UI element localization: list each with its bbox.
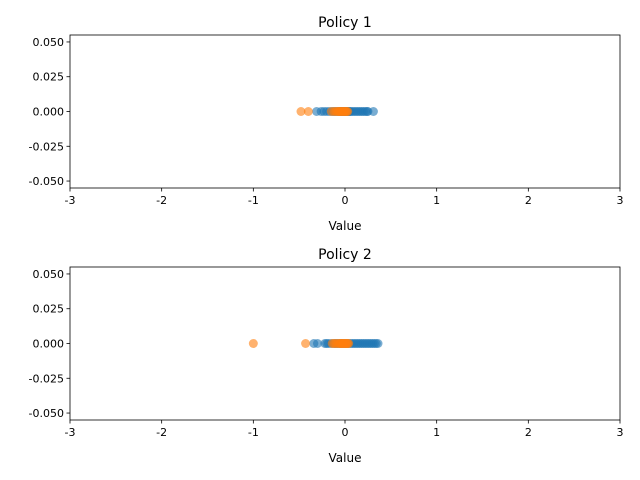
data-point xyxy=(301,339,311,348)
subplot-title: Policy 2 xyxy=(318,247,372,263)
x-tick-label: -1 xyxy=(248,194,259,207)
axes-frame xyxy=(69,34,621,189)
x-tick-label: 0 xyxy=(342,194,349,207)
axes-frame xyxy=(69,266,621,421)
x-tick-label: -2 xyxy=(156,194,167,207)
y-tick-label: 0.025 xyxy=(33,303,65,316)
y-tick-label: 0.000 xyxy=(33,106,65,119)
x-tick-label: 2 xyxy=(525,426,532,439)
data-point xyxy=(313,339,322,348)
y-tick-label: -0.050 xyxy=(29,407,64,420)
x-tick-label: 0 xyxy=(342,426,349,439)
x-tick-label: -3 xyxy=(65,426,76,439)
data-point xyxy=(303,107,313,116)
plot-area xyxy=(296,107,378,116)
data-point xyxy=(296,107,306,116)
data-point xyxy=(344,339,354,348)
y-tick-label: -0.025 xyxy=(29,372,64,385)
y-tick-label: -0.050 xyxy=(29,175,64,188)
x-tick-label: -1 xyxy=(248,426,259,439)
x-tick-label: -2 xyxy=(156,426,167,439)
subplot-title: Policy 1 xyxy=(318,15,372,31)
x-tick-label: 3 xyxy=(617,194,624,207)
data-point xyxy=(248,339,258,348)
data-point xyxy=(343,107,353,116)
x-tick-label: 1 xyxy=(433,426,440,439)
y-tick-label: -0.025 xyxy=(29,140,64,153)
x-tick-label: 3 xyxy=(617,426,624,439)
y-tick-label: 0.025 xyxy=(33,71,65,84)
y-axis: 0.050 0.025 0.000 -0.025 -0.050 xyxy=(29,36,70,188)
x-axis-label: Value xyxy=(329,219,362,233)
y-tick-label: 0.050 xyxy=(33,36,65,49)
data-point xyxy=(373,339,383,348)
x-axis: -3 -2 -1 0 1 2 3 xyxy=(65,188,624,207)
y-tick-label: 0.000 xyxy=(33,338,65,351)
x-tick-label: -3 xyxy=(65,194,76,207)
x-axis: -3 -2 -1 0 1 2 3 xyxy=(65,420,624,439)
x-tick-label: 2 xyxy=(525,194,532,207)
y-axis: 0.050 0.025 0.000 -0.025 -0.050 xyxy=(29,268,70,420)
x-tick-label: 1 xyxy=(433,194,440,207)
y-tick-label: 0.050 xyxy=(33,268,65,281)
x-axis-label: Value xyxy=(329,451,362,465)
data-point xyxy=(368,107,378,116)
plot-area xyxy=(248,339,383,348)
